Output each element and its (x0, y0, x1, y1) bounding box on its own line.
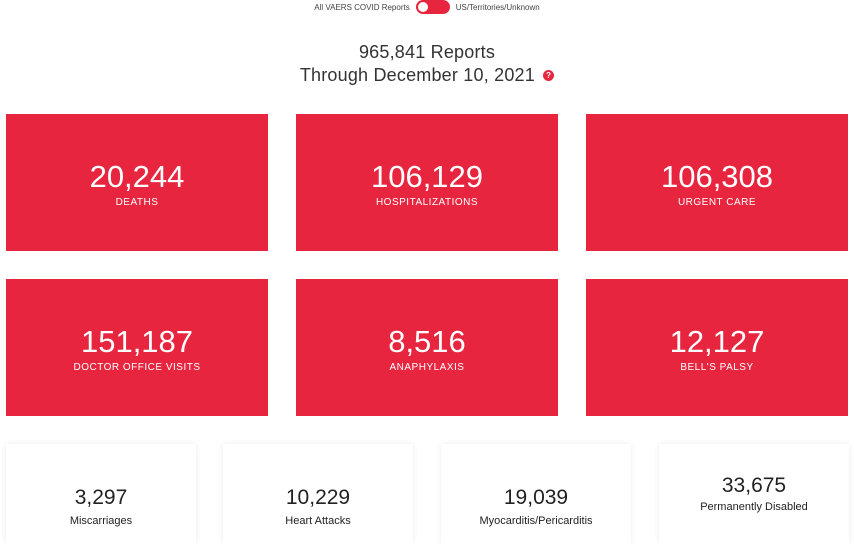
anaphylaxis-card[interactable]: 8,516 ANAPHYLAXIS (296, 279, 558, 416)
hospitalizations-card[interactable]: 106,129 HOSPITALIZATIONS (296, 114, 558, 251)
myocarditis-stat[interactable]: 19,039 Myocarditis/Pericarditis (441, 444, 631, 544)
card-value: 20,244 (89, 159, 185, 194)
reports-count-heading: 965,841 Reports (358, 42, 496, 62)
card-label: URGENT CARE (677, 197, 757, 208)
card-value: 8,516 (388, 324, 466, 359)
urgent-care-card[interactable]: 106,308 URGENT CARE (586, 114, 848, 251)
stat-label: Myocarditis/Pericarditis (479, 515, 593, 527)
stat-value: 33,675 (721, 474, 787, 497)
stat-label: Miscarriages (69, 515, 133, 527)
card-label: DEATHS (115, 197, 159, 208)
card-label: DOCTOR OFFICE VISITS (73, 362, 201, 373)
data-source-toggle-row: All VAERS COVID Reports US/Territories/U… (0, 0, 854, 14)
stat-value: 19,039 (503, 486, 569, 509)
date-heading: Through December 10, 2021 ? (0, 65, 854, 86)
bells-palsy-card[interactable]: 12,127 BELL'S PALSY (586, 279, 848, 416)
deaths-card[interactable]: 20,244 DEATHS (6, 114, 268, 251)
help-icon[interactable]: ? (543, 69, 555, 81)
card-value: 106,308 (660, 159, 774, 194)
card-label: ANAPHYLAXIS (389, 362, 465, 373)
date-heading-text: Through December 10, 2021 (299, 65, 535, 85)
doctor-office-visits-card[interactable]: 151,187 DOCTOR OFFICE VISITS (6, 279, 268, 416)
card-value: 106,129 (370, 159, 484, 194)
stat-value: 3,297 (74, 486, 128, 509)
heart-attacks-stat[interactable]: 10,229 Heart Attacks (223, 444, 413, 544)
card-value: 151,187 (80, 324, 194, 359)
toggle-right-label: US/Territories/Unknown (455, 2, 540, 12)
card-label: HOSPITALIZATIONS (375, 197, 479, 208)
stat-value: 10,229 (285, 486, 351, 509)
stat-label: Permanently Disabled (700, 501, 808, 513)
stat-label: Heart Attacks (285, 515, 351, 527)
card-label: BELL'S PALSY (680, 362, 754, 373)
data-source-toggle-switch[interactable] (415, 0, 450, 14)
toggle-left-label: All VAERS COVID Reports (314, 2, 410, 12)
miscarriages-stat[interactable]: 3,297 Miscarriages (6, 444, 196, 544)
card-value: 12,127 (669, 324, 765, 359)
permanently-disabled-stat[interactable]: 33,675 Permanently Disabled (659, 444, 849, 544)
toggle-knob (417, 2, 428, 12)
